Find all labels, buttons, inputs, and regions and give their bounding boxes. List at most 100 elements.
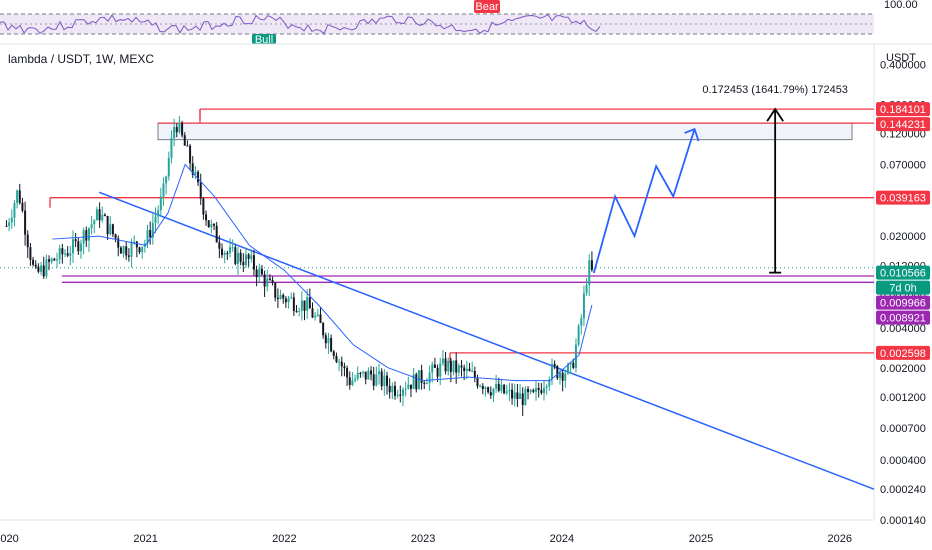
price-axis-unit[interactable]: USDT [886, 52, 916, 64]
moving-average-group [52, 163, 593, 382]
candle-body [298, 310, 301, 312]
candle-body [279, 294, 282, 300]
candle-body [532, 389, 535, 392]
candle-body [244, 254, 247, 266]
candle-body [367, 370, 370, 380]
candle-body [215, 225, 218, 243]
candle-body [497, 383, 500, 391]
candle-body [87, 228, 90, 241]
candle-body [159, 196, 162, 211]
candle-body [359, 372, 362, 374]
time-tick-label: 2024 [550, 533, 574, 545]
candle-body [513, 392, 516, 399]
candle-body [127, 255, 130, 257]
measure-group: 0.172453 (1641.79%) 172453 [702, 84, 848, 274]
projection-path [592, 128, 696, 274]
candle-body [170, 138, 173, 158]
candle-body [535, 387, 538, 392]
candle-body [138, 247, 141, 253]
symbol-legend[interactable]: lambda / USDT, 1W, MEXC [8, 52, 155, 66]
candle-body [380, 371, 383, 387]
price-tag-label: 0.002598 [880, 348, 926, 360]
candle-body [441, 358, 444, 364]
bear-label: Bear [475, 1, 499, 13]
horizontal-levels [0, 108, 874, 363]
candle-body [130, 242, 133, 257]
price-tags: 0.184101 0.144231 0.039163 0.010566 7d 0h 0.0… [876, 102, 930, 360]
candle-body [122, 246, 125, 254]
candle-body [311, 308, 314, 318]
candle-body [473, 370, 476, 379]
candle-body [306, 297, 309, 311]
candle-body [449, 360, 452, 372]
candle-body [335, 355, 338, 363]
candle-body [260, 268, 263, 275]
candle-body [370, 370, 373, 375]
candle-body [564, 373, 567, 381]
candle-body [167, 157, 170, 177]
candle-body [316, 314, 319, 316]
candle-body [585, 285, 588, 294]
time-tick-label: 2021 [133, 533, 157, 545]
candle-body [524, 388, 527, 406]
candle-body [423, 382, 426, 384]
candle-body [479, 385, 482, 387]
price-tag [876, 190, 930, 205]
candle-body [37, 266, 40, 272]
price-tag [876, 345, 930, 360]
candle-body [343, 366, 346, 369]
candle-body [372, 374, 375, 386]
candle-body [444, 358, 447, 372]
candle-body [375, 374, 378, 386]
candle-body [433, 364, 436, 368]
candle-body [346, 368, 349, 378]
candle-body [117, 238, 120, 248]
candle-body [210, 224, 213, 228]
candle-body [151, 222, 154, 238]
candle-body [221, 248, 224, 256]
candle-body [503, 384, 506, 394]
candle-body [415, 374, 418, 390]
candle-body [274, 282, 277, 298]
time-tick-label: 2023 [411, 533, 435, 545]
candle-body [16, 190, 19, 203]
candle-body [425, 383, 428, 385]
candle-body [202, 198, 205, 215]
candle-body [314, 315, 317, 318]
price-tick-label: 0.020000 [880, 231, 926, 243]
candle-body [284, 298, 287, 303]
candle-body [236, 252, 239, 264]
candle-body [308, 297, 311, 309]
candle-body [396, 394, 399, 396]
candle-body [527, 388, 530, 393]
candle-body [290, 297, 293, 299]
descending-trendline [98, 191, 875, 490]
candle-body [133, 241, 136, 243]
candle-body [154, 216, 157, 223]
candle-body [580, 318, 583, 326]
candle-body [40, 265, 43, 272]
candle-body [53, 258, 56, 261]
candle-body [61, 248, 64, 255]
candle-body [191, 163, 194, 175]
candle-body [226, 253, 229, 255]
price-tag [876, 102, 930, 117]
rsi-level-label: 100.00 [884, 0, 918, 11]
candle-body [213, 224, 216, 226]
candle-body [319, 314, 322, 324]
candle-body [295, 311, 298, 313]
candle-body [207, 220, 210, 228]
candle-body [119, 247, 122, 254]
candle-body [234, 247, 237, 264]
measure-arrow-head [766, 107, 784, 122]
candle-body [50, 258, 53, 262]
candle-body [271, 279, 274, 283]
candle-body [79, 243, 82, 252]
candle-body [457, 365, 460, 373]
candle-body [149, 230, 152, 238]
candle-body [252, 255, 255, 270]
candle-body [287, 298, 290, 303]
candle-body [561, 372, 564, 381]
